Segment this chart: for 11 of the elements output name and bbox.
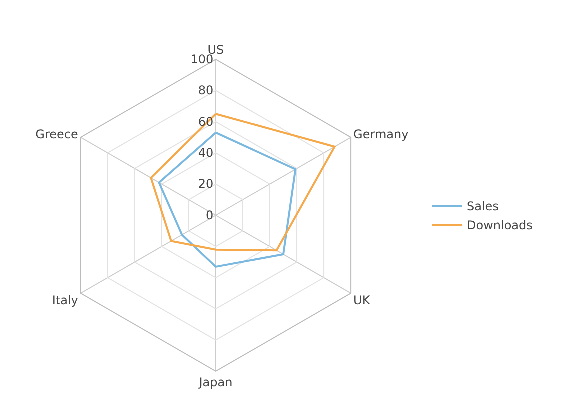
y-tick-label: 0	[206, 208, 214, 222]
y-tick-label: 20	[198, 177, 214, 192]
spoke-label: Japan	[198, 375, 233, 390]
legend-label: Sales	[467, 200, 499, 214]
spoke-label: Italy	[52, 294, 78, 308]
spoke-label: Greece	[36, 128, 78, 142]
y-tick-label: 40	[198, 146, 214, 160]
spoke-label: UK	[354, 294, 372, 308]
y-tick-label: 80	[198, 84, 214, 98]
spoke-label: Germany	[354, 128, 409, 142]
legend-label: Downloads	[467, 218, 533, 233]
